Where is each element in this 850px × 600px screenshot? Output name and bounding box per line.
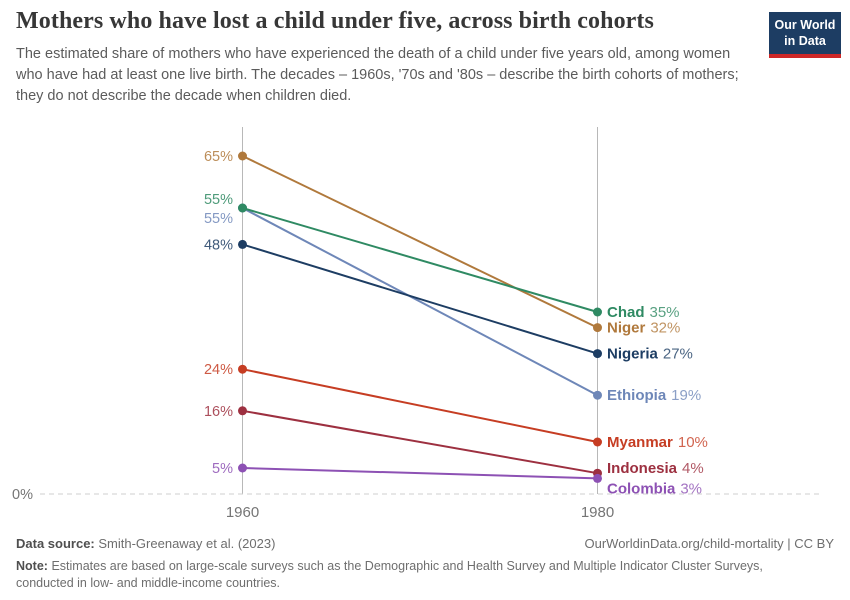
page-title: Mothers who have lost a child under five… — [16, 8, 654, 34]
note-value: Estimates are based on large-scale surve… — [16, 559, 763, 591]
series-niger: 65% Niger 32% — [204, 149, 680, 337]
start-value-label-indonesia: 16% — [204, 404, 233, 420]
data-source: Data source: Smith-Greenaway et al. (202… — [16, 536, 275, 551]
series-nigeria: 48% Nigeria 27% — [204, 237, 693, 362]
series-line-indonesia[interactable] — [242, 409, 598, 475]
chart-footer: Data source: Smith-Greenaway et al. (202… — [16, 536, 834, 592]
owid-logo[interactable]: Our World in Data — [769, 12, 841, 59]
end-dot-niger[interactable] — [593, 323, 602, 333]
end-label-myanmar: Myanmar 10% — [607, 434, 708, 451]
start-dot-nigeria[interactable] — [238, 239, 247, 249]
license-link[interactable]: OurWorldinData.org/child-mortality | CC … — [584, 536, 835, 552]
end-dot-colombia[interactable] — [593, 473, 602, 483]
note-label: Note: — [16, 559, 48, 574]
chart-subtitle: The estimated share of mothers who have … — [16, 46, 739, 105]
end-dot-chad[interactable] — [593, 307, 602, 317]
end-label-indonesia: Indonesia 4% — [607, 460, 704, 477]
series-line-nigeria[interactable] — [242, 243, 598, 355]
start-value-label-niger: 65% — [204, 149, 233, 165]
end-label-colombia: Colombia 3% — [607, 480, 702, 497]
chart-header: Mothers who have lost a child under five… — [16, 8, 761, 107]
start-dot-myanmar[interactable] — [238, 364, 247, 374]
start-value-label-myanmar: 24% — [204, 362, 233, 378]
series-myanmar: 24% Myanmar 10% — [204, 362, 708, 451]
start-dot-indonesia[interactable] — [238, 406, 247, 416]
series-chad: 55% Chad 35% — [204, 192, 680, 321]
series-line-niger[interactable] — [242, 155, 598, 329]
end-dot-ethiopia[interactable] — [593, 390, 602, 400]
start-dot-chad[interactable] — [238, 203, 247, 213]
x-tick-label-1980: 1980 — [581, 504, 614, 521]
owid-logo-red-bar — [769, 54, 841, 59]
start-value-label-colombia: 5% — [212, 461, 233, 477]
end-dot-nigeria[interactable] — [593, 349, 602, 359]
owid-logo-text: Our World in Data — [769, 12, 841, 55]
series-line-colombia[interactable] — [242, 467, 598, 480]
x-tick-label-1960: 1960 — [226, 504, 259, 521]
start-value-label-chad: 55% — [204, 192, 233, 208]
end-label-niger: Niger 32% — [607, 320, 680, 337]
data-source-value: Smith-Greenaway et al. (2023) — [98, 536, 276, 552]
series-line-myanmar[interactable] — [242, 368, 598, 443]
start-dot-colombia[interactable] — [238, 463, 247, 473]
data-source-label: Data source: — [16, 536, 95, 552]
end-label-chad: Chad 35% — [607, 304, 680, 321]
end-dot-myanmar[interactable] — [593, 437, 602, 447]
start-value-label-ethiopia: 55% — [204, 211, 233, 227]
series-line-ethiopia[interactable] — [242, 207, 598, 397]
chart-note: Note: Estimates are based on large-scale… — [16, 558, 816, 592]
start-value-label-nigeria: 48% — [204, 237, 233, 253]
series-colombia: 5% Colombia 3% — [212, 461, 702, 497]
start-dot-niger[interactable] — [238, 151, 247, 161]
end-label-ethiopia: Ethiopia 19% — [607, 387, 701, 404]
y-axis-zero-label: 0% — [12, 487, 33, 503]
series-line-chad[interactable] — [242, 207, 598, 313]
end-label-nigeria: Nigeria 27% — [607, 346, 693, 363]
